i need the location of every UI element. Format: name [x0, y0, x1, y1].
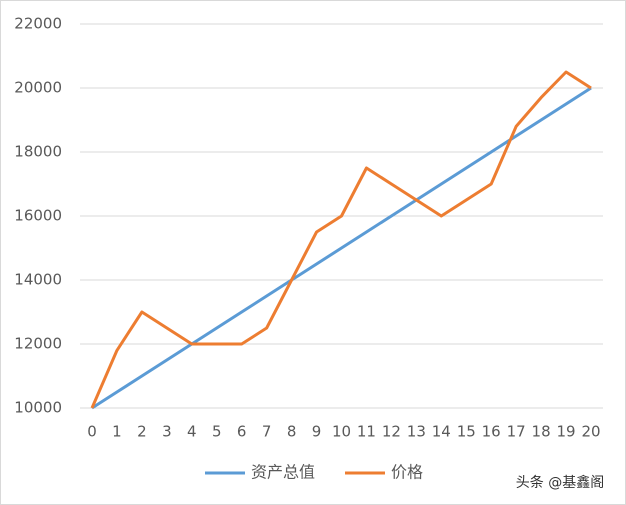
x-tick-label: 8: [287, 423, 297, 441]
y-tick-label: 18000: [14, 143, 62, 161]
x-tick-label: 1: [112, 423, 122, 441]
x-tick-label: 15: [457, 423, 476, 441]
x-tick-label: 14: [432, 423, 451, 441]
legend-label: 价格: [391, 463, 423, 482]
x-tick-label: 11: [357, 423, 376, 441]
x-tick-label: 7: [262, 423, 272, 441]
y-tick-label: 22000: [14, 15, 62, 33]
y-tick-label: 12000: [14, 335, 62, 353]
x-tick-label: 4: [187, 423, 197, 441]
x-tick-label: 3: [162, 423, 172, 441]
x-tick-label: 18: [532, 423, 551, 441]
x-tick-label: 9: [312, 423, 322, 441]
series-line: [90, 70, 592, 409]
legend-label: 资产总值: [251, 463, 315, 482]
watermark: 头条 @基鑫阁: [516, 474, 604, 491]
y-tick-label: 20000: [14, 79, 62, 97]
y-tick-label: 14000: [14, 271, 62, 289]
x-tick-label: 2: [137, 423, 147, 441]
x-tick-label: 0: [87, 423, 97, 441]
y-tick-label: 10000: [14, 399, 62, 417]
x-tick-label: 12: [382, 423, 401, 441]
x-tick-label: 16: [482, 423, 501, 441]
y-tick-label: 16000: [14, 207, 62, 225]
x-tick-label: 10: [332, 423, 351, 441]
x-tick-label: 6: [237, 423, 247, 441]
x-tick-label: 20: [581, 423, 600, 441]
x-tick-label: 5: [212, 423, 222, 441]
x-tick-label: 17: [507, 423, 526, 441]
x-tick-label: 19: [557, 423, 576, 441]
x-tick-label: 13: [407, 423, 426, 441]
series-line: [91, 86, 592, 410]
